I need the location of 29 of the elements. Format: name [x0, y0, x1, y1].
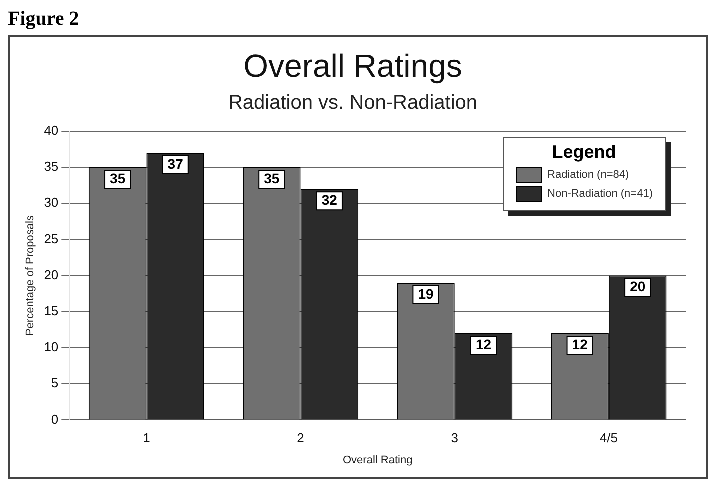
chart-title: Overall Ratings	[244, 48, 462, 84]
data-label: 37	[168, 156, 184, 172]
y-tick-label: 40	[44, 122, 59, 138]
y-tick-label: 15	[44, 303, 59, 318]
y-tick-label: 35	[44, 159, 59, 174]
data-label: 35	[264, 170, 280, 186]
y-tick-label: 30	[44, 195, 59, 210]
x-tick-label: 3	[451, 430, 458, 446]
data-label: 20	[630, 278, 646, 295]
data-label: 32	[322, 192, 338, 208]
y-axis-title: Percentage of Proposals	[24, 215, 37, 336]
data-label: 12	[476, 336, 492, 352]
y-tick-label: 25	[44, 231, 59, 246]
x-axis-title: Overall Rating	[342, 454, 413, 466]
legend-label: Non-Radiation (n=41)	[548, 188, 653, 200]
data-label: 12	[572, 336, 588, 352]
legend-title: Legend	[551, 142, 618, 164]
y-tick-label: 10	[44, 340, 59, 355]
y-tick-label: 0	[51, 412, 59, 427]
x-tick-label: 1	[143, 430, 150, 446]
x-tick-label: 2	[297, 430, 304, 446]
y-tick-label: 20	[44, 267, 59, 282]
data-label: 35	[110, 170, 126, 186]
y-tick-label: 5	[51, 376, 59, 391]
chart-subtitle: Radiation vs. Non-Radiation	[228, 92, 478, 114]
data-label: 19	[418, 286, 434, 302]
x-tick-label: 4/5	[600, 430, 618, 446]
caption: Figure 2	[8, 8, 80, 31]
legend-label: Radiation (n=84)	[548, 169, 630, 182]
